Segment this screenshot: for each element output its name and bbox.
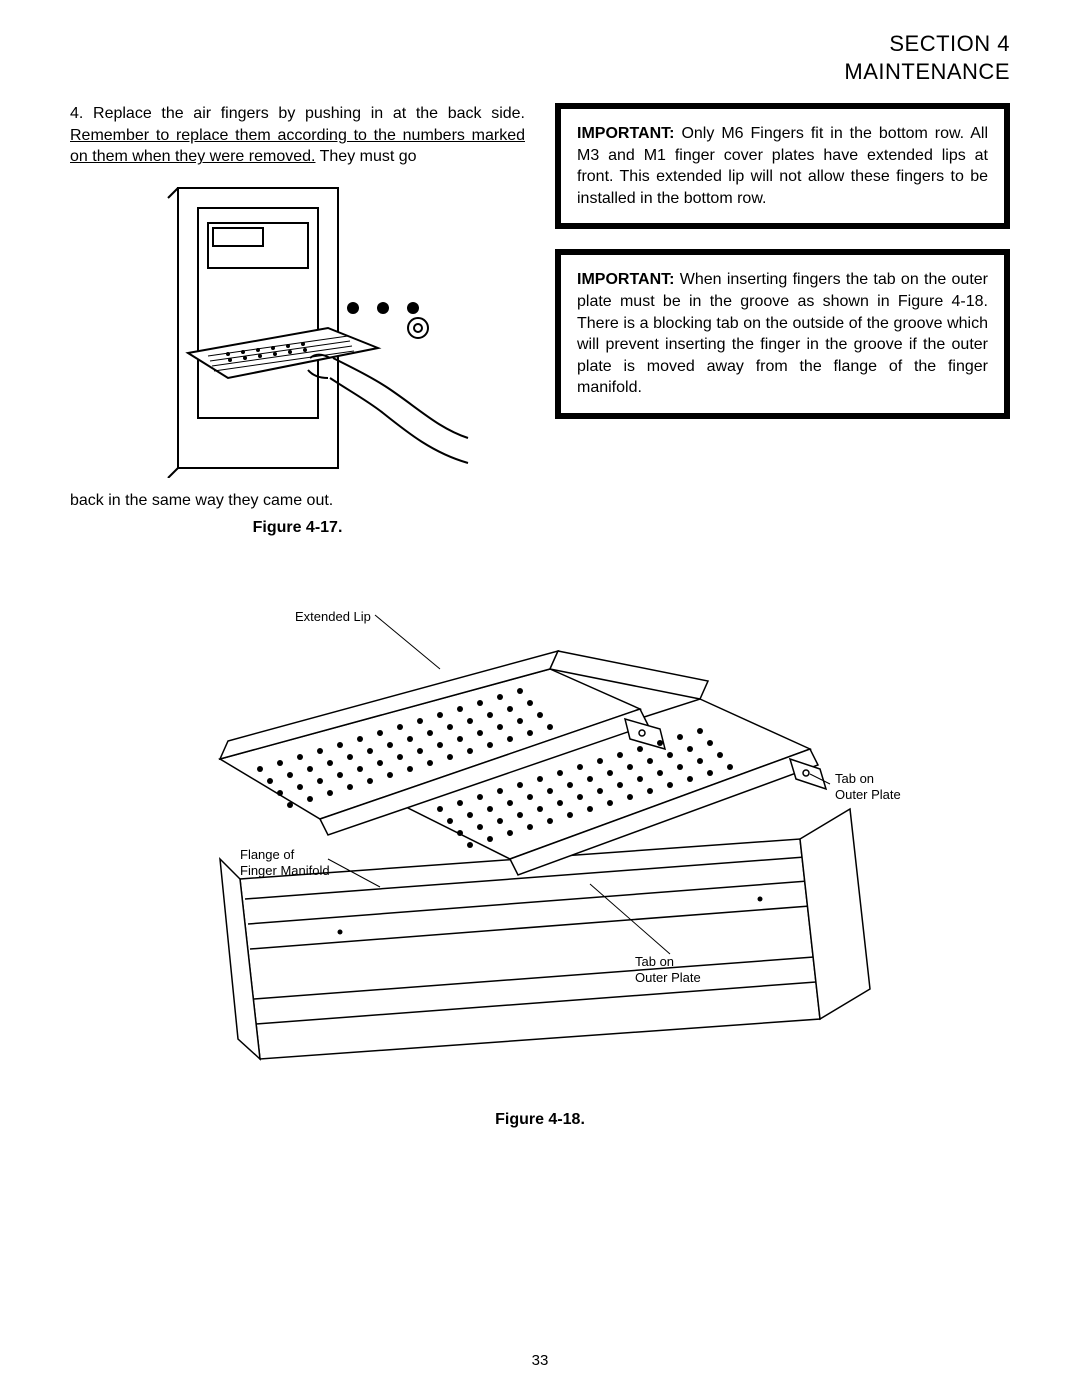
- label-tab-right-line1: Tab on: [835, 771, 874, 786]
- figure-17-caption: Figure 4-17.: [70, 517, 525, 539]
- header-line2: MAINTENANCE: [70, 58, 1010, 86]
- page: SECTION 4 MAINTENANCE 4. Replace the air…: [0, 0, 1080, 1397]
- step-4-text: 4. Replace the air fingers by pushing in…: [70, 103, 525, 168]
- important-1-lead: IMPORTANT:: [577, 125, 674, 142]
- figure-4-17-svg: [118, 178, 478, 478]
- figure-4-17-illustration: [70, 178, 525, 478]
- label-flange-line1: Flange of: [240, 847, 294, 862]
- two-column-region: 4. Replace the air fingers by pushing in…: [70, 103, 1010, 539]
- label-tab-right-line2: Outer Plate: [835, 787, 901, 802]
- step-text-after: They must go: [320, 148, 417, 165]
- important-2-lead: IMPORTANT:: [577, 271, 674, 288]
- step-text-before: Replace the air fingers by pushing in at…: [93, 105, 525, 122]
- important-box-1: IMPORTANT: Only M6 Fingers fit in the bo…: [555, 103, 1010, 229]
- important-2-body: When inserting fingers the tab on the ou…: [577, 271, 988, 396]
- left-column: 4. Replace the air fingers by pushing in…: [70, 103, 525, 539]
- label-flange-finger-manifold: Flange of Finger Manifold: [240, 847, 330, 880]
- important-box-2: IMPORTANT: When inserting fingers the ta…: [555, 249, 1010, 419]
- figure-17-continuation-text: back in the same way they came out.: [70, 490, 525, 512]
- label-tab-bottom-line2: Outer Plate: [635, 970, 701, 985]
- right-column: IMPORTANT: Only M6 Fingers fit in the bo…: [555, 103, 1010, 419]
- section-header: SECTION 4 MAINTENANCE: [70, 30, 1010, 85]
- label-tab-bottom-line1: Tab on: [635, 954, 674, 969]
- label-extended-lip: Extended Lip: [295, 609, 371, 625]
- figure-18-caption: Figure 4-18.: [70, 1111, 1010, 1129]
- label-tab-outer-plate-bottom: Tab on Outer Plate: [635, 954, 701, 987]
- header-line1: SECTION 4: [70, 30, 1010, 58]
- step-text-underlined: Remember to replace them according to th…: [70, 127, 525, 166]
- figure-4-18-illustration: Extended Lip Tab on Outer Plate Flange o…: [120, 599, 960, 1099]
- page-number: 33: [0, 1352, 1080, 1369]
- label-tab-outer-plate-right: Tab on Outer Plate: [835, 771, 901, 804]
- label-flange-line2: Finger Manifold: [240, 863, 330, 878]
- step-number: 4.: [70, 105, 83, 122]
